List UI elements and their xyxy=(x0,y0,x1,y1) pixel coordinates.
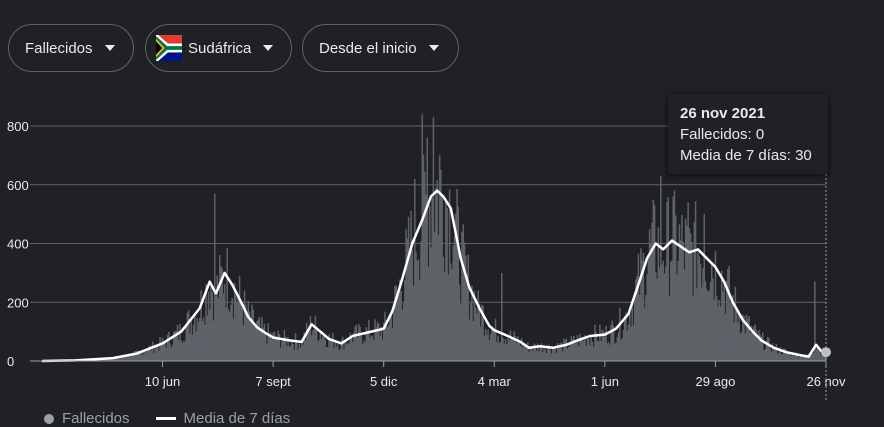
legend-daily-label: Fallecidos xyxy=(62,410,130,427)
x-tick-label: 7 sept xyxy=(255,374,291,389)
tooltip-average: Media de 7 días: 30 xyxy=(680,145,816,166)
y-tick-label: 400 xyxy=(7,237,29,252)
x-tick-label: 4 mar xyxy=(478,374,512,389)
chart-legend: Fallecidos Media de 7 días xyxy=(44,410,290,427)
x-tick-label: 10 jun xyxy=(145,374,180,389)
y-tick-label: 800 xyxy=(7,119,29,134)
tooltip-date: 26 nov 2021 xyxy=(680,103,816,124)
x-tick-label: 5 dic xyxy=(370,374,398,389)
hover-point xyxy=(821,347,831,357)
legend-average-swatch xyxy=(156,417,176,420)
y-tick-label: 600 xyxy=(7,178,29,193)
x-tick-label: 29 ago xyxy=(696,374,736,389)
tooltip-deaths: Fallecidos: 0 xyxy=(680,124,816,145)
y-tick-label: 0 xyxy=(7,354,14,369)
chart-tooltip: 26 nov 2021 Fallecidos: 0 Media de 7 día… xyxy=(668,94,828,174)
x-tick-label: 1 jun xyxy=(591,374,619,389)
legend-average-label: Media de 7 días xyxy=(184,410,291,427)
y-tick-label: 200 xyxy=(7,295,29,310)
legend-daily-swatch xyxy=(44,414,54,424)
